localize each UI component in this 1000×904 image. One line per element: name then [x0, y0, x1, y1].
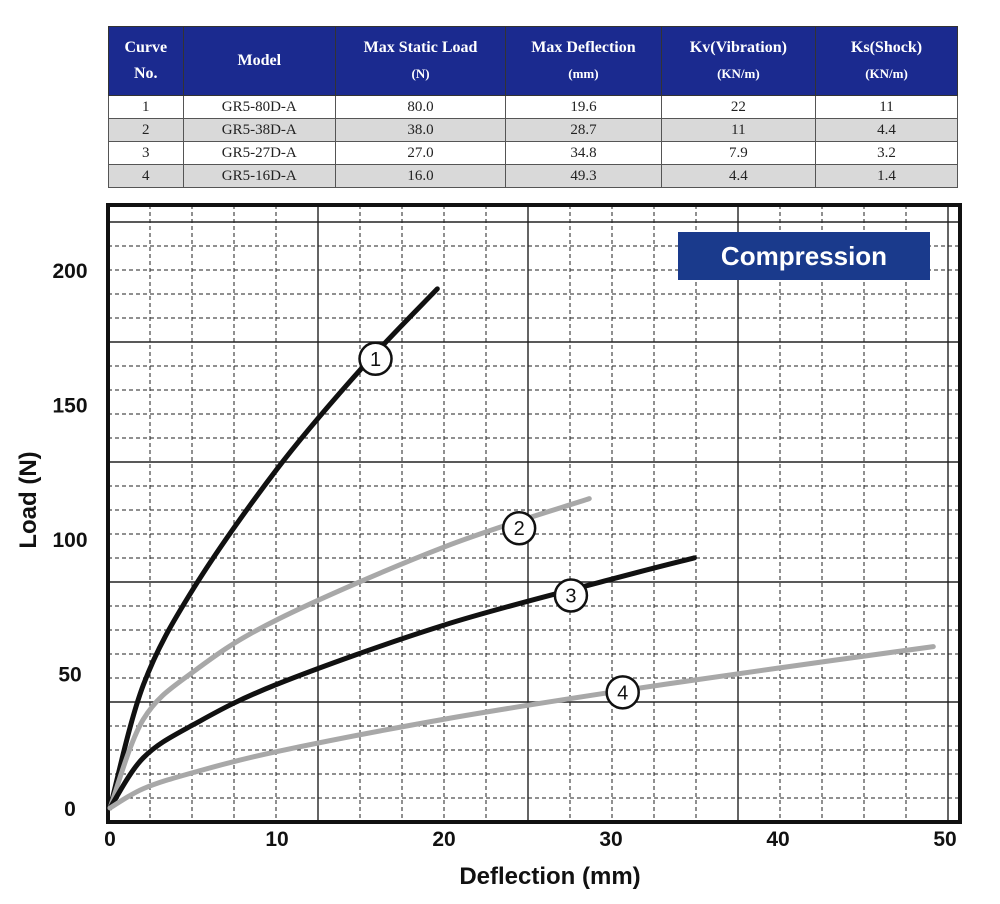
table-row: 4 GR5-16D-A 16.0 49.3 4.4 1.4	[108, 164, 959, 188]
chart-title: Compression	[721, 241, 887, 271]
column-title: Max Deflection	[531, 39, 636, 56]
table-cell: 4	[108, 164, 184, 188]
table-row: 3 GR5-27D-A 27.0 34.8 7.9 3.2	[108, 141, 959, 165]
y-tick-label: 100	[52, 529, 87, 552]
curve-label: 1	[370, 349, 381, 371]
column-unit: No.	[133, 65, 158, 82]
title-box	[678, 232, 930, 280]
table-row: 2 GR5-38D-A 38.0 28.7 11 4.4	[108, 118, 959, 142]
table-cell: 49.3	[505, 164, 662, 188]
curve-label-circle	[501, 510, 537, 546]
table-cell: 1.4	[814, 164, 959, 188]
y-tick-label: 150	[52, 395, 87, 418]
curve-label-circle	[358, 341, 393, 377]
model-spec-table: Curve No. Model Max Static Load (N) Max Defle…	[108, 26, 959, 188]
y-axis-label: Load (N)	[15, 451, 42, 548]
table-cell: 19.6	[505, 95, 662, 119]
x-tick-label: 20	[432, 828, 455, 851]
column-unit: (N)	[411, 66, 430, 81]
column-title: Ks(Shock)	[850, 39, 923, 56]
table-cell: 22	[660, 95, 816, 119]
column-unit: (KN/m)	[717, 66, 760, 81]
curve-label-circle	[553, 578, 589, 613]
series-line-2	[107, 496, 592, 811]
table-cell: 4.4	[814, 118, 959, 142]
column-title: Model	[237, 52, 282, 69]
x-tick-label: 10	[265, 828, 288, 851]
column-unit: (KN/m)	[865, 66, 908, 81]
column-header: Model	[182, 26, 336, 96]
x-tick-label: 0	[104, 828, 116, 851]
column-header: Max Static Load (N)	[334, 26, 507, 96]
curve-label: 2	[514, 518, 525, 540]
curve-label: 3	[565, 585, 576, 607]
column-title: Curve	[124, 39, 168, 56]
column-header: Max Deflection (mm)	[505, 26, 662, 96]
x-tick-label: 30	[599, 828, 622, 851]
table-cell: 11	[660, 118, 816, 142]
table-cell: 3.2	[814, 141, 959, 165]
plot-frame	[106, 203, 962, 824]
column-unit: (mm)	[568, 66, 599, 81]
column-header: Ks(Shock) (KN/m)	[814, 26, 959, 96]
y-tick-label: 50	[58, 664, 81, 687]
series-line-3	[107, 555, 697, 811]
table-cell: 2	[108, 118, 184, 142]
table-cell: 4.4	[660, 164, 816, 188]
column-title: Kv(Vibration)	[689, 39, 787, 56]
table-cell: 34.8	[505, 141, 662, 165]
column-header: Curve No.	[108, 26, 184, 96]
y-tick-label: 0	[64, 798, 76, 821]
curve-label: 4	[617, 682, 628, 704]
curve-label-circle	[605, 675, 640, 710]
table-cell: GR5-38D-A	[182, 118, 336, 142]
x-tick-label: 40	[766, 828, 789, 851]
table-cell: 16.0	[334, 164, 507, 188]
table-cell: GR5-16D-A	[182, 164, 336, 188]
table-cell: GR5-80D-A	[182, 95, 336, 119]
x-axis-label: Deflection (mm)	[459, 863, 640, 890]
x-tick-label: 50	[933, 828, 956, 851]
column-title: Max Static Load	[363, 39, 478, 56]
table-row: 1 GR5-80D-A 80.0 19.6 22 11	[108, 95, 959, 119]
y-tick-label: 200	[52, 260, 87, 283]
series-line-4	[107, 644, 936, 811]
